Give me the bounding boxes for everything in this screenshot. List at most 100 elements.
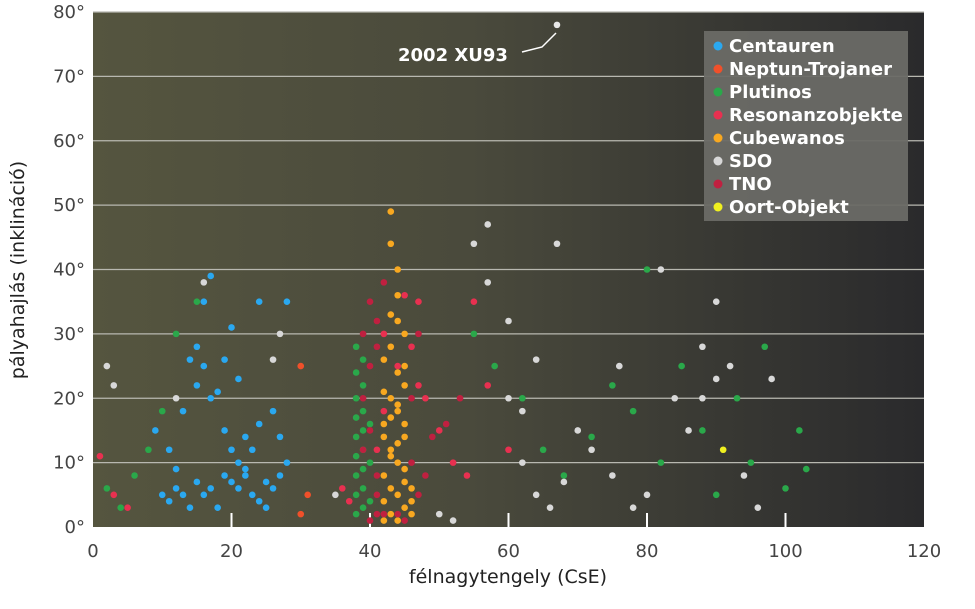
x-tick-label: 80 xyxy=(636,541,659,562)
point-tno xyxy=(366,362,374,370)
point-plutinos xyxy=(761,343,769,351)
point-cubewanos xyxy=(380,420,388,428)
x-tick-label: 120 xyxy=(907,541,941,562)
point-centauren xyxy=(200,362,208,370)
point-sdo xyxy=(553,240,561,248)
legend-marker xyxy=(713,202,723,212)
point-resonanzobjekte xyxy=(345,497,353,505)
point-centauren xyxy=(158,491,166,499)
point-tno xyxy=(366,427,374,434)
point-plutinos xyxy=(145,446,152,454)
data-points xyxy=(96,208,810,524)
point-resonanzobjekte xyxy=(463,472,471,479)
point-centauren xyxy=(276,433,284,441)
point-centauren xyxy=(165,446,173,454)
point-cubewanos xyxy=(394,491,402,499)
point-plutinos xyxy=(359,465,367,473)
point-sdo xyxy=(484,221,492,228)
point-centauren xyxy=(207,394,215,402)
point-sdo xyxy=(449,517,457,524)
point-centauren xyxy=(276,472,284,479)
point-centauren xyxy=(269,485,277,492)
point-sdo xyxy=(200,279,208,286)
point-centauren xyxy=(193,343,201,351)
point-sdo xyxy=(172,394,180,402)
point-sdo xyxy=(699,343,706,351)
point-centauren xyxy=(165,497,173,505)
point-sdo xyxy=(103,362,111,370)
point-plutinos xyxy=(359,485,367,492)
legend-label: TNO xyxy=(729,174,772,195)
point-cubewanos xyxy=(408,485,415,492)
point-plutinos xyxy=(359,356,367,363)
point-cubewanos xyxy=(394,291,402,299)
y-tick-label: 60° xyxy=(53,131,85,152)
point-resonanzobjekte xyxy=(449,459,457,466)
point-tno xyxy=(442,420,450,428)
point-centauren xyxy=(200,298,208,305)
point-sdo xyxy=(519,459,526,466)
point-sdo xyxy=(616,362,623,370)
point-centauren xyxy=(221,472,228,479)
legend-label: Neptun-Trojaner xyxy=(729,59,892,80)
x-tick-label: 100 xyxy=(768,541,802,562)
point-cubewanos xyxy=(387,446,395,454)
point-cubewanos xyxy=(380,356,388,363)
point-centauren xyxy=(235,375,242,383)
point-centauren xyxy=(214,504,221,511)
point-resonanzobjekte xyxy=(484,382,492,389)
point-centauren xyxy=(221,427,228,434)
legend-marker xyxy=(713,64,723,74)
legend-label: Oort-Objekt xyxy=(729,197,849,218)
point-centauren xyxy=(255,497,263,505)
point-sdo xyxy=(470,240,478,248)
point-plutinos xyxy=(733,394,741,402)
point-sdo xyxy=(110,382,118,389)
point-cubewanos xyxy=(387,510,395,518)
point-resonanzobjekte xyxy=(435,427,443,434)
point-sdo xyxy=(699,394,706,402)
point-plutinos xyxy=(352,343,360,351)
point-centauren xyxy=(172,485,180,492)
point-resonanzobjekte xyxy=(415,382,422,389)
point-plutinos xyxy=(609,382,616,389)
point-resonanzobjekte xyxy=(373,446,381,454)
point-sdo xyxy=(726,362,734,370)
point-sdo xyxy=(269,356,277,363)
point-tno xyxy=(366,298,374,305)
point-resonanzobjekte xyxy=(401,291,408,299)
point-cubewanos xyxy=(380,497,388,505)
y-tick-label: 20° xyxy=(53,388,85,409)
y-tick-label: 40° xyxy=(53,260,85,281)
annotation: 2002 XU93 xyxy=(398,21,561,66)
x-axis-label: félnagytengely (CsE) xyxy=(409,566,607,588)
point-sdo xyxy=(560,478,568,486)
point-cubewanos xyxy=(387,343,395,351)
legend-marker xyxy=(713,110,723,120)
y-tick-label: 30° xyxy=(53,324,85,345)
point-plutinos xyxy=(352,472,360,479)
point-plutinos xyxy=(352,369,360,376)
point-centauren xyxy=(207,272,215,280)
point-sdo xyxy=(629,504,637,511)
point-tno xyxy=(373,510,381,518)
legend-marker xyxy=(713,156,723,166)
point-centauren xyxy=(269,407,277,415)
point-plutinos xyxy=(158,407,166,415)
point-resonanzobjekte xyxy=(380,330,388,338)
point-centauren xyxy=(242,472,249,479)
point-plutinos xyxy=(782,485,789,492)
point-sdo xyxy=(609,472,616,479)
x-ticks: 0 20 40 60 80 100 120 xyxy=(87,513,941,562)
point-plutinos xyxy=(193,298,201,305)
legend-box xyxy=(704,31,908,221)
legend-label: Centauren xyxy=(729,36,835,57)
point-plutinos xyxy=(560,472,568,479)
point-cubewanos xyxy=(387,208,395,215)
point-plutinos xyxy=(366,420,374,428)
point-sdo xyxy=(532,356,540,363)
point-resonanzobjekte xyxy=(505,446,512,454)
point-sdo xyxy=(768,375,775,383)
point-sdo xyxy=(588,446,595,454)
point-cubewanos xyxy=(387,485,395,492)
